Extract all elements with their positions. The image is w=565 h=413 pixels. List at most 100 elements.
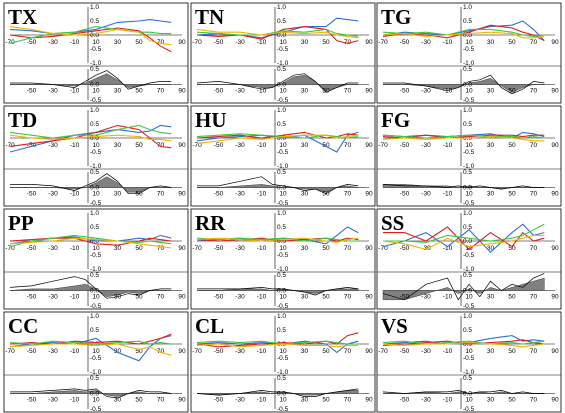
top-x-tick-label: 90	[365, 245, 373, 252]
top-x-tick-label: 10	[465, 245, 473, 252]
bottom-x-tick-label: 10	[92, 191, 100, 198]
series-line-yellow	[382, 136, 545, 142]
top-y-tick-label: 0.0	[463, 238, 472, 245]
panel-title: CL	[195, 314, 224, 338]
bottom-x-tick-label: 10	[465, 397, 473, 404]
top-x-tick-label: -30	[421, 142, 431, 149]
series-line-blue	[9, 124, 172, 153]
bottom-line	[10, 173, 172, 195]
top-y-tick-label: 0.5	[277, 224, 286, 231]
top-x-tick-label: 90	[178, 245, 186, 252]
series-line-yellow	[382, 342, 545, 348]
top-y-tick-label: 1.0	[277, 210, 286, 217]
bottom-x-tick-label: 70	[157, 88, 165, 95]
bottom-x-tick-label: 10	[92, 88, 100, 95]
top-x-tick-label: 30	[487, 142, 495, 149]
bottom-x-tick-label: -50	[27, 191, 37, 198]
top-x-tick-label: 70	[157, 245, 165, 252]
bottom-y-tick-label: 0.5	[463, 272, 472, 279]
top-x-tick-label: -30	[235, 348, 245, 355]
series-line-red	[196, 26, 359, 44]
bottom-x-tick-label: 70	[530, 191, 538, 198]
top-x-tick-label: -30	[48, 39, 58, 46]
top-y-tick-label: 0.5	[90, 224, 99, 231]
top-x-tick-label: 30	[114, 348, 122, 355]
top-y-tick-label: 1.0	[277, 107, 286, 114]
top-y-tick-label: -1.0	[277, 266, 289, 273]
top-x-tick-label: -70	[378, 39, 388, 46]
bottom-x-tick-label: -30	[421, 191, 431, 198]
bottom-x-tick-label: 10	[465, 294, 473, 301]
bottom-x-tick-label: 10	[279, 88, 287, 95]
top-y-tick-label: 0.5	[90, 121, 99, 128]
top-x-tick-label: 50	[322, 348, 330, 355]
bottom-x-tick-label: 90	[551, 191, 559, 198]
bottom-x-tick-label: 50	[135, 88, 143, 95]
series-line-green	[382, 28, 545, 37]
top-x-tick-label: 30	[114, 245, 122, 252]
bottom-y-tick-label: 0.0	[463, 288, 472, 295]
top-y-tick-label: -1.0	[277, 163, 289, 170]
panel-title: TN	[195, 5, 224, 29]
series-line-blue	[382, 335, 545, 345]
bottom-x-tick-label: 30	[301, 294, 309, 301]
top-y-tick-label: -1.0	[463, 60, 475, 67]
bottom-y-tick-label: 0.0	[277, 288, 286, 295]
panel-frame	[376, 2, 562, 104]
bottom-x-tick-label: -50	[214, 88, 224, 95]
series-line-yellow	[196, 28, 359, 39]
top-y-tick-label: 0.0	[90, 341, 99, 348]
panel-frame	[190, 2, 376, 104]
top-y-tick-label: 0.0	[463, 135, 472, 142]
top-x-tick-label: -50	[400, 39, 410, 46]
top-x-tick-label: -50	[400, 245, 410, 252]
bottom-line	[9, 276, 172, 299]
panel-frame	[3, 105, 189, 207]
top-y-tick-label: 0.5	[463, 224, 472, 231]
top-y-tick-label: -0.5	[277, 46, 289, 53]
panel-fg: FG 1.0 0.5 0.0 -0.5 -1.0 -70 -50 -30 -10 10 30 50 70 9…	[376, 105, 562, 207]
top-y-tick-label: -0.5	[463, 252, 475, 259]
series-line-blue	[9, 19, 172, 35]
series-line-green	[9, 26, 172, 44]
top-x-tick-label: -10	[443, 245, 453, 252]
bottom-x-tick-label: -10	[70, 397, 80, 404]
bottom-x-tick-label: 70	[157, 191, 165, 198]
bottom-line	[196, 388, 359, 397]
panel-frame	[376, 105, 562, 207]
top-x-tick-label: 90	[551, 142, 559, 149]
top-x-tick-label: -70	[192, 142, 202, 149]
bottom-x-tick-label: 10	[279, 294, 287, 301]
bottom-y-tick-label: 0.5	[90, 169, 99, 176]
top-x-tick-label: 50	[135, 348, 143, 355]
top-x-tick-label: 70	[530, 348, 538, 355]
bottom-line	[382, 273, 545, 301]
top-x-tick-label: -50	[27, 348, 37, 355]
bottom-x-tick-label: -10	[70, 88, 80, 95]
bottom-y-tick-label: 0.0	[463, 82, 472, 89]
bottom-y-tick-label: 0.0	[90, 288, 99, 295]
top-y-tick-label: 0.5	[463, 121, 472, 128]
bottom-x-tick-label: -30	[48, 397, 58, 404]
top-y-tick-label: -1.0	[463, 266, 475, 273]
top-x-tick-label: -50	[27, 142, 37, 149]
top-x-tick-label: 10	[92, 245, 100, 252]
series-line-red	[9, 237, 172, 246]
top-x-tick-label: -50	[214, 142, 224, 149]
top-y-tick-label: 0.0	[90, 135, 99, 142]
top-y-tick-label: -0.5	[90, 46, 102, 53]
top-x-tick-label: -70	[5, 348, 15, 355]
panel-cl: CL 1.0 0.5 0.0 -0.5 -1.0 -70 -50 -30 -10 10 30 50 70 9…	[190, 311, 376, 413]
top-y-tick-label: 0.0	[277, 32, 286, 39]
top-x-tick-label: 10	[279, 142, 287, 149]
bottom-area	[10, 390, 172, 397]
bottom-y-tick-label: -0.5	[277, 200, 289, 207]
bottom-x-tick-label: 10	[279, 397, 287, 404]
bottom-x-tick-label: 90	[365, 191, 373, 198]
panel-cc: CC 1.0 0.5 0.0 -0.5 -1.0 -70 -50 -30 -10 10 30 50 70 9…	[3, 311, 189, 413]
top-x-tick-label: -10	[70, 39, 80, 46]
top-x-tick-label: -30	[48, 142, 58, 149]
top-x-tick-label: 30	[301, 245, 309, 252]
series-line-yellow	[196, 343, 359, 348]
top-x-tick-label: -10	[443, 142, 453, 149]
